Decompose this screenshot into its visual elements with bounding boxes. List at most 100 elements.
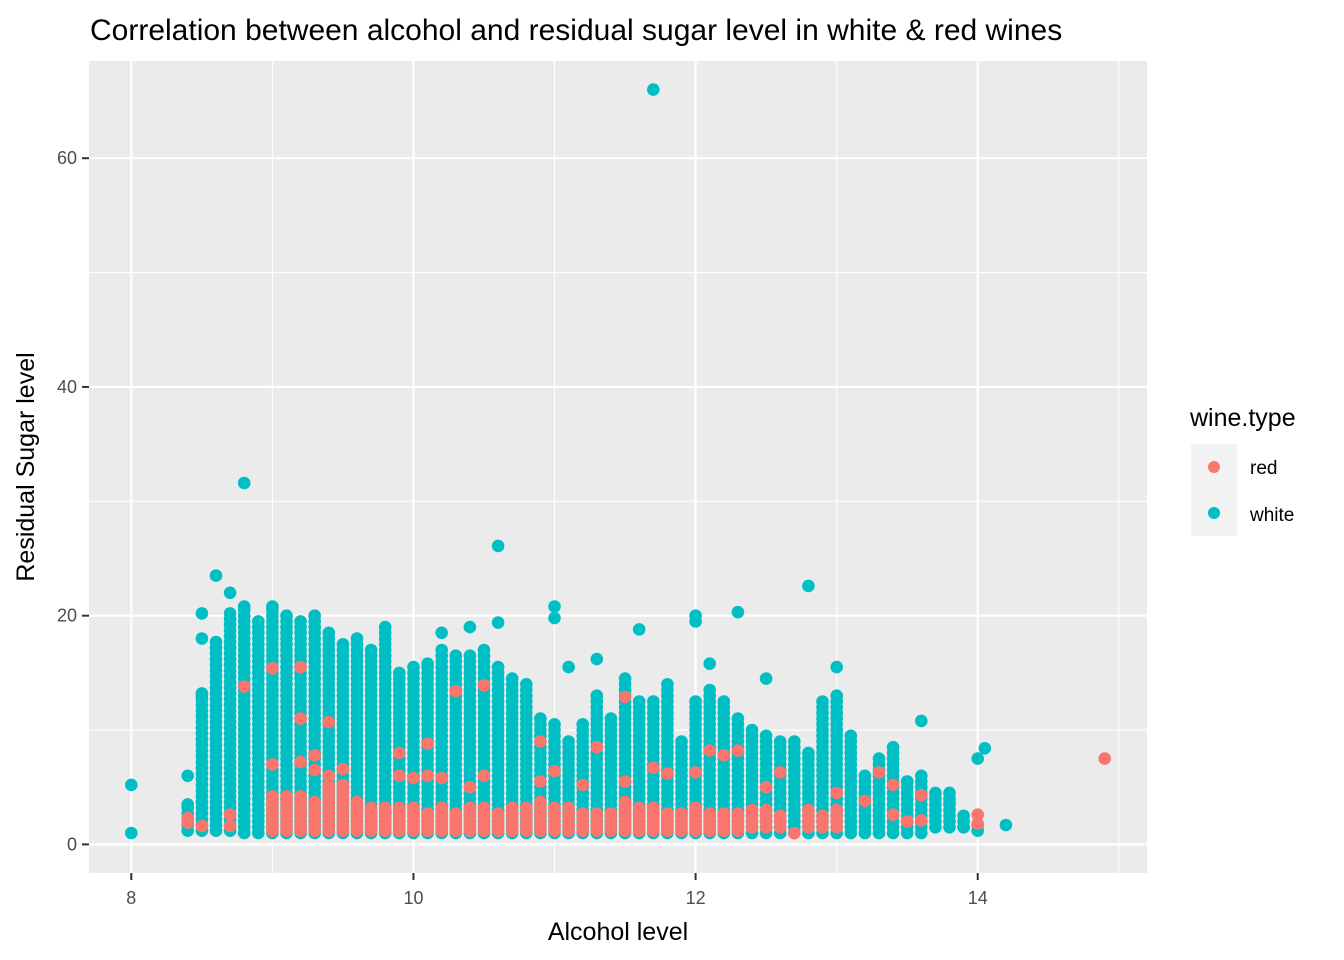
legend: wine.type red white — [1189, 404, 1296, 536]
data-point-white — [463, 620, 477, 634]
data-point-white — [534, 712, 547, 725]
data-point-white — [957, 809, 970, 823]
data-point-white — [604, 712, 618, 725]
data-point-red — [647, 761, 660, 775]
data-point-white — [378, 620, 392, 634]
y-tick-label: 20 — [57, 606, 77, 626]
data-point-red — [576, 807, 589, 820]
data-point-red — [1098, 752, 1111, 765]
data-point-red — [491, 807, 505, 820]
data-point-white — [943, 786, 956, 800]
data-point-red — [900, 815, 914, 828]
data-point-red — [534, 735, 547, 748]
data-point-red — [280, 790, 293, 803]
data-point-white — [421, 657, 434, 670]
data-point-red — [534, 775, 547, 788]
data-point-white — [816, 695, 829, 708]
data-point-white — [745, 723, 759, 737]
x-tick-label: 10 — [403, 888, 423, 908]
data-point-white — [661, 678, 674, 691]
data-point-red — [407, 771, 420, 785]
data-point-white — [689, 615, 702, 628]
data-point-red — [661, 767, 674, 780]
data-point-red — [308, 795, 322, 809]
x-axis: 8 10 12 14 — [126, 873, 988, 908]
data-point-red — [477, 769, 491, 783]
data-point-white — [181, 798, 194, 811]
data-point-red — [223, 808, 237, 821]
data-point-red — [830, 803, 843, 817]
series-red — [181, 660, 1111, 840]
data-point-red — [322, 769, 336, 783]
data-point-white — [125, 778, 138, 792]
data-point-white — [900, 775, 914, 788]
data-point-white — [562, 735, 575, 748]
y-axis-title: Residual Sugar level — [12, 352, 40, 581]
data-point-white — [364, 643, 378, 657]
data-point-white — [830, 689, 843, 702]
data-point-white — [943, 796, 956, 810]
data-point-white — [872, 752, 886, 765]
data-point-white — [435, 643, 449, 657]
data-point-red — [364, 801, 378, 815]
legend-key-white — [1208, 507, 1220, 519]
data-point-white — [689, 695, 702, 708]
data-point-white — [759, 729, 773, 743]
legend-key-red — [1208, 461, 1220, 473]
data-point-white — [844, 729, 858, 743]
data-point-white — [251, 615, 265, 628]
data-point-white — [548, 718, 561, 731]
data-point-white — [520, 678, 533, 691]
data-point-white — [562, 660, 575, 674]
data-point-red — [393, 801, 406, 815]
data-point-white — [435, 626, 449, 640]
data-point-white — [491, 660, 505, 674]
data-point-white — [576, 718, 589, 731]
data-point-red — [294, 755, 307, 769]
data-point-red — [548, 801, 561, 815]
data-point-white — [858, 769, 872, 783]
data-point-white — [322, 626, 336, 640]
data-point-red — [294, 660, 307, 674]
data-point-white — [731, 712, 745, 725]
data-point-white — [957, 821, 970, 834]
data-point-red — [745, 803, 759, 817]
data-point-white — [308, 609, 322, 622]
data-point-white — [393, 666, 406, 680]
data-point-white — [618, 672, 632, 685]
data-point-white — [125, 826, 138, 840]
data-point-red — [294, 790, 307, 803]
data-point-white — [731, 605, 745, 619]
data-point-red — [971, 817, 984, 831]
data-point-red — [618, 690, 632, 704]
data-point-red — [971, 808, 984, 821]
data-point-red — [872, 766, 886, 779]
data-point-white — [590, 652, 604, 666]
x-axis-title: Alcohol level — [548, 918, 688, 946]
data-point-red — [759, 803, 773, 817]
data-point-white — [632, 695, 646, 708]
y-tick-label: 0 — [67, 834, 77, 854]
data-point-red — [830, 786, 843, 800]
data-point-white — [929, 786, 942, 800]
data-point-red — [759, 780, 773, 794]
plot-panel — [89, 61, 1147, 873]
data-point-red — [675, 807, 688, 820]
data-point-red — [731, 744, 745, 757]
data-point-red — [773, 766, 787, 779]
x-tick-label: 12 — [686, 888, 706, 908]
data-point-red — [858, 794, 872, 808]
data-point-white — [237, 476, 251, 490]
data-point-red — [223, 819, 237, 833]
data-point-red — [435, 771, 449, 785]
data-point-red — [703, 807, 716, 820]
data-point-red — [237, 680, 251, 693]
data-point-red — [604, 807, 618, 820]
data-point-red — [717, 807, 731, 820]
data-point-white — [999, 818, 1013, 832]
data-point-white — [886, 740, 900, 754]
data-point-white — [548, 600, 561, 613]
data-point-red — [915, 814, 928, 827]
data-point-white — [773, 735, 787, 748]
data-point-white — [294, 615, 307, 628]
